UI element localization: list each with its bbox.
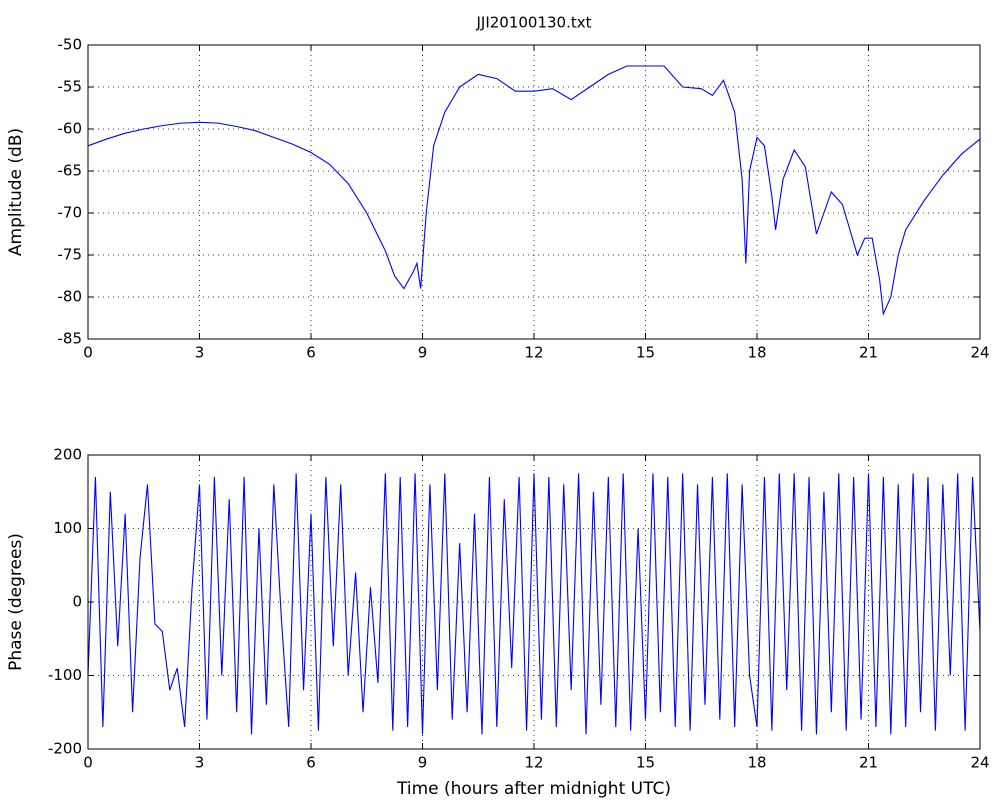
x-tick-label: 12 [524, 754, 543, 772]
y-axis-label: Amplitude (dB) [6, 128, 26, 256]
x-tick-label: 9 [418, 344, 428, 362]
y-tick-label: -200 [48, 740, 82, 758]
x-tick-label: 0 [83, 754, 93, 772]
x-tick-label: 9 [418, 754, 428, 772]
axes-frame [87, 454, 981, 750]
x-tick-label: 18 [747, 754, 766, 772]
axes-frame [87, 44, 981, 340]
y-tick-label: -100 [48, 666, 82, 684]
x-tick-label: 3 [195, 344, 205, 362]
x-tick-label: 21 [859, 344, 878, 362]
x-tick-label: 12 [524, 344, 543, 362]
y-tick-label: -85 [58, 330, 83, 348]
y-tick-label: -70 [58, 204, 83, 222]
y-tick-label: 100 [53, 519, 82, 537]
y-tick-label: -60 [58, 120, 83, 138]
x-tick-label: 6 [306, 344, 316, 362]
x-tick-label: 21 [859, 754, 878, 772]
y-tick-label: 0 [72, 593, 82, 611]
y-tick-label: -65 [58, 162, 83, 180]
y-tick-label: -50 [58, 36, 83, 54]
x-tick-label: 15 [636, 344, 655, 362]
x-axis-label: Time (hours after midnight UTC) [396, 779, 671, 799]
y-tick-label: -55 [58, 78, 83, 96]
x-tick-label: 3 [195, 754, 205, 772]
y-tick-label: -75 [58, 246, 83, 264]
chart-title: JJI20100130.txt [475, 14, 591, 32]
x-tick-label: 24 [970, 754, 989, 772]
x-tick-label: 24 [970, 344, 989, 362]
y-tick-label: -80 [58, 288, 83, 306]
y-axis-label: Phase (degrees) [6, 533, 26, 671]
x-tick-label: 6 [306, 754, 316, 772]
data-line [87, 473, 981, 735]
x-tick-label: 15 [636, 754, 655, 772]
y-tick-label: 200 [53, 446, 82, 464]
x-tick-label: 18 [747, 344, 766, 362]
data-line [87, 65, 981, 316]
x-tick-label: 0 [83, 344, 93, 362]
